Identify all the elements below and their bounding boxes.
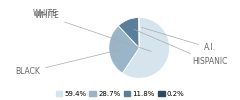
Wedge shape bbox=[118, 18, 139, 48]
Text: BLACK: BLACK bbox=[15, 50, 118, 76]
Text: WHITE: WHITE bbox=[33, 9, 58, 18]
Text: HISPANIC: HISPANIC bbox=[134, 29, 228, 66]
Wedge shape bbox=[109, 26, 139, 73]
Text: WHITE: WHITE bbox=[34, 12, 151, 51]
Text: A.I.: A.I. bbox=[142, 27, 216, 52]
Legend: 59.4%, 28.7%, 11.8%, 0.2%: 59.4%, 28.7%, 11.8%, 0.2% bbox=[55, 90, 185, 96]
Wedge shape bbox=[122, 18, 170, 78]
